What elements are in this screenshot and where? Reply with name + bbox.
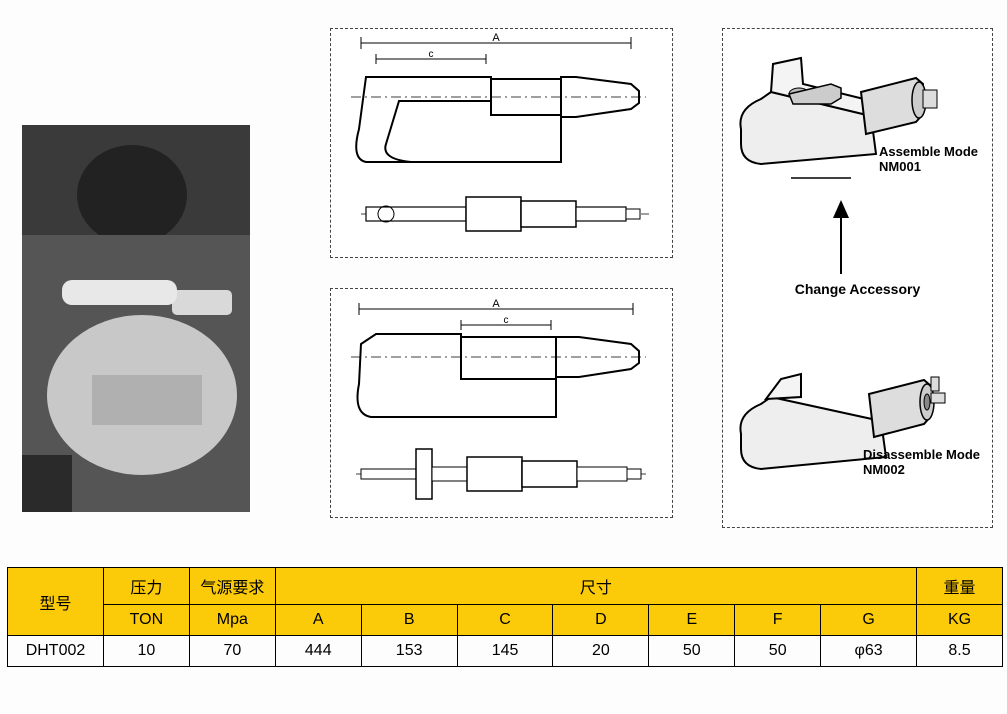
hdr-D: D bbox=[553, 605, 649, 636]
change-accessory-label: Change Accessory bbox=[723, 281, 992, 297]
svg-text:c: c bbox=[504, 315, 509, 326]
technical-drawing-bottom: A c bbox=[330, 288, 673, 518]
header-row-2: TON Mpa A B C D E F G KG bbox=[8, 605, 1003, 636]
assemble-label-1: Assemble Mode NM001 bbox=[879, 144, 978, 174]
cell-model: DHT002 bbox=[8, 636, 104, 667]
assemble-mode-code: NM001 bbox=[879, 159, 921, 174]
hdr-weight: 重量 bbox=[917, 568, 1003, 605]
svg-text:A: A bbox=[492, 298, 500, 310]
hdr-model: 型号 bbox=[8, 568, 104, 636]
technical-drawing-top: A c bbox=[330, 28, 673, 258]
hdr-A: A bbox=[275, 605, 361, 636]
svg-text:c: c bbox=[429, 49, 434, 60]
tech-drawing-top-svg: A c bbox=[331, 29, 670, 255]
hdr-G: G bbox=[821, 605, 917, 636]
cell-ton: 10 bbox=[103, 636, 189, 667]
cell-A: 444 bbox=[275, 636, 361, 667]
hdr-mpa: Mpa bbox=[189, 605, 275, 636]
hdr-pressure: 压力 bbox=[103, 568, 189, 605]
hdr-ton: TON bbox=[103, 605, 189, 636]
assemble-mode-text: Assemble Mode bbox=[879, 144, 978, 159]
hdr-dimensions: 尺寸 bbox=[275, 568, 916, 605]
cell-mpa: 70 bbox=[189, 636, 275, 667]
cell-C: 145 bbox=[457, 636, 553, 667]
cell-E: 50 bbox=[649, 636, 735, 667]
hdr-F: F bbox=[735, 605, 821, 636]
cell-G: φ63 bbox=[821, 636, 917, 667]
disassemble-mode-text: Disassemble Mode bbox=[863, 447, 980, 462]
tech-drawing-bottom-svg: A c bbox=[331, 289, 670, 515]
product-photo bbox=[22, 125, 250, 512]
hdr-air: 气源要求 bbox=[189, 568, 275, 605]
disassemble-label: Disassemble Mode NM002 bbox=[863, 447, 980, 477]
cell-B: 153 bbox=[361, 636, 457, 667]
hdr-B: B bbox=[361, 605, 457, 636]
hdr-C: C bbox=[457, 605, 553, 636]
mode-panel: Assemble Mode NM001 Change Accessory Dis… bbox=[722, 28, 993, 528]
header-row-1: 型号 压力 气源要求 尺寸 重量 bbox=[8, 568, 1003, 605]
svg-text:A: A bbox=[492, 32, 500, 44]
data-row: DHT002 10 70 444 153 145 20 50 50 φ63 8.… bbox=[8, 636, 1003, 667]
cell-kg: 8.5 bbox=[917, 636, 1003, 667]
cell-F: 50 bbox=[735, 636, 821, 667]
spec-table: 型号 压力 气源要求 尺寸 重量 TON Mpa A B C D E F G K… bbox=[7, 567, 1003, 667]
cell-D: 20 bbox=[553, 636, 649, 667]
hdr-E: E bbox=[649, 605, 735, 636]
hdr-kg: KG bbox=[917, 605, 1003, 636]
disassemble-mode-code: NM002 bbox=[863, 462, 905, 477]
